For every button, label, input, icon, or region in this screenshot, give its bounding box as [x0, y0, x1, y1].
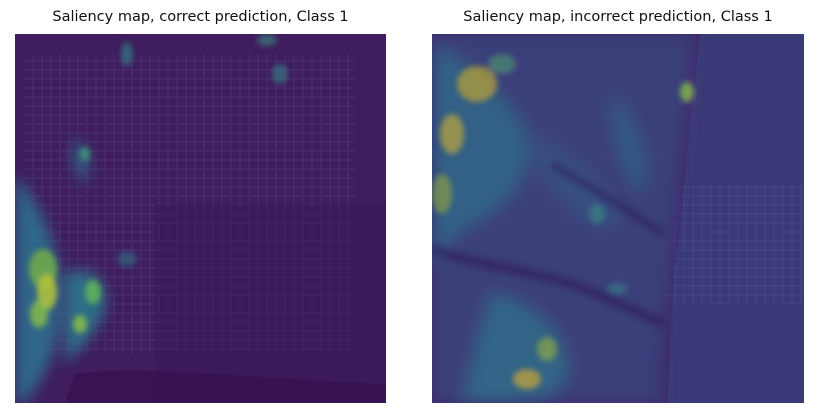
- saliency-map-incorrect: [432, 34, 804, 403]
- saliency-map-correct: [15, 34, 386, 403]
- left-panel-title: Saliency map, correct prediction, Class …: [52, 9, 349, 25]
- right-panel-title: Saliency map, incorrect prediction, Clas…: [463, 9, 773, 25]
